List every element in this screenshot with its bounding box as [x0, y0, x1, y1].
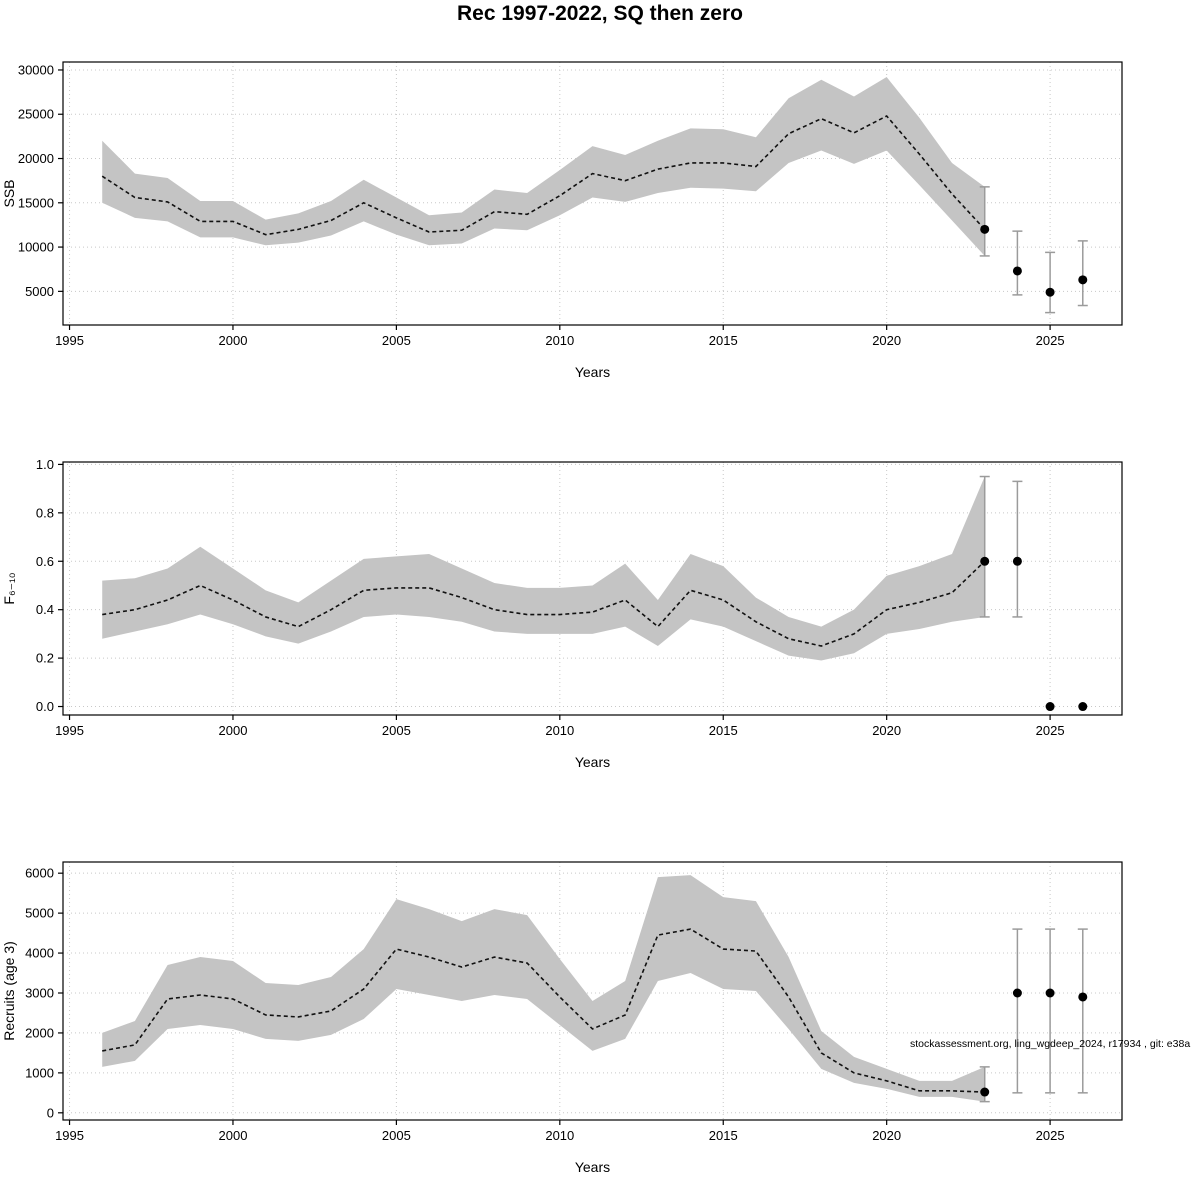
x-tick-label: 2025: [1036, 333, 1065, 348]
y-tick-label: 0.6: [36, 554, 54, 569]
y-tick-label: 5000: [25, 284, 54, 299]
x-tick-label: 2025: [1036, 1128, 1065, 1143]
y-tick-label: 4000: [25, 946, 54, 961]
x-tick-label: 2010: [545, 723, 574, 738]
y-axis-label: F₆₋₁₀: [1, 572, 17, 604]
forecast-point: [1078, 275, 1088, 285]
x-tick-label: 2005: [382, 723, 411, 738]
forecast-point: [1012, 266, 1022, 276]
y-tick-label: 20000: [18, 151, 54, 166]
forecast-point: [980, 556, 990, 566]
forecast-point: [1012, 988, 1022, 998]
x-tick-label: 1995: [55, 1128, 84, 1143]
y-tick-label: 10000: [18, 240, 54, 255]
median-line: [101, 115, 986, 236]
y-tick-label: 30000: [18, 62, 54, 77]
y-tick-label: 5000: [25, 906, 54, 921]
x-axis-label: Years: [575, 364, 610, 380]
x-tick-label: 1995: [55, 333, 84, 348]
y-tick-label: 0.4: [36, 602, 54, 617]
forecast-point: [980, 224, 990, 234]
y-tick-label: 0.8: [36, 505, 54, 520]
y-axis-label: Recruits (age 3): [1, 941, 17, 1041]
x-axis-label: Years: [575, 754, 610, 770]
forecast-point: [1012, 556, 1022, 566]
x-tick-label: 2015: [709, 723, 738, 738]
x-tick-label: 2000: [219, 723, 248, 738]
x-tick-label: 2005: [382, 1128, 411, 1143]
x-axis-label: Years: [575, 1159, 610, 1175]
median-line: [102, 928, 985, 1093]
y-tick-label: 0: [47, 1105, 54, 1120]
y-tick-label: 25000: [18, 107, 54, 122]
x-tick-label: 2000: [219, 333, 248, 348]
forecast-point: [1045, 287, 1055, 297]
x-tick-label: 2015: [709, 1128, 738, 1143]
confidence-band: [102, 77, 985, 256]
y-tick-label: 15000: [18, 195, 54, 210]
x-tick-label: 2005: [382, 333, 411, 348]
y-tick-label: 0.0: [36, 699, 54, 714]
median-line: [102, 560, 986, 647]
x-tick-label: 2020: [872, 723, 901, 738]
forecast-point: [980, 1087, 990, 1097]
forecast-point: [1078, 992, 1088, 1002]
x-tick-label: 2025: [1036, 723, 1065, 738]
y-tick-label: 1.0: [36, 457, 54, 472]
x-tick-label: 2020: [872, 1128, 901, 1143]
x-tick-label: 2010: [545, 1128, 574, 1143]
x-tick-label: 2000: [219, 1128, 248, 1143]
forecast-point: [1045, 988, 1055, 998]
plot-box: [62, 61, 1123, 326]
y-tick-label: 3000: [25, 985, 54, 1000]
y-tick-label: 1000: [25, 1065, 54, 1080]
figure-title: Rec 1997-2022, SQ then zero: [457, 2, 743, 25]
plot-box: [62, 861, 1123, 1121]
forecast-point: [1045, 702, 1055, 712]
y-tick-label: 6000: [25, 866, 54, 881]
y-tick-label: 0.2: [36, 651, 54, 666]
y-tick-label: 2000: [25, 1025, 54, 1040]
source-annotation: stockassessment.org, ling_wgdeep_2024, r…: [910, 1038, 1190, 1050]
x-tick-label: 1995: [55, 723, 84, 738]
x-tick-label: 2020: [872, 333, 901, 348]
x-tick-label: 2010: [545, 333, 574, 348]
forecast-point: [1078, 702, 1088, 712]
y-axis-label: SSB: [1, 179, 17, 207]
confidence-band: [102, 875, 985, 1102]
confidence-band: [102, 476, 985, 661]
x-tick-label: 2015: [709, 333, 738, 348]
plot-box: [62, 461, 1123, 716]
